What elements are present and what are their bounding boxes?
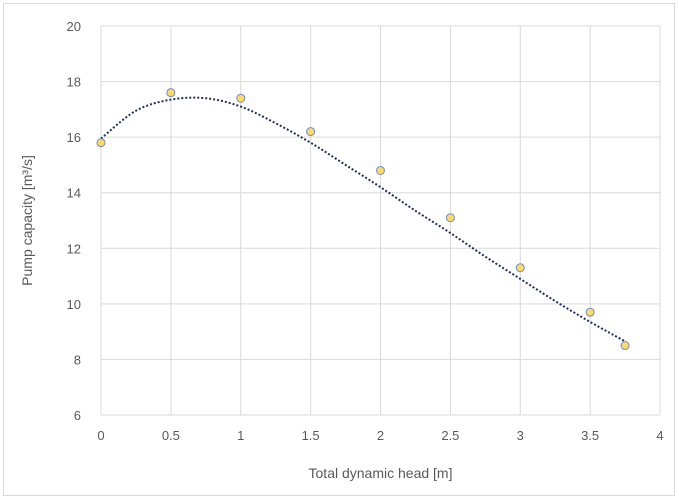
y-tick-label: 8 [74, 352, 81, 367]
x-tick-label: 1 [237, 428, 244, 443]
x-tick-label: 0 [97, 428, 104, 443]
y-tick-label: 14 [67, 186, 81, 201]
data-point [166, 88, 176, 98]
gridlines [100, 25, 661, 416]
data-point [306, 127, 316, 137]
y-tick-label: 18 [67, 75, 81, 90]
data-point [585, 307, 595, 317]
x-tick-label: 4 [656, 428, 663, 443]
y-axis-ticks: 6 8 10 12 14 16 18 20 [67, 19, 81, 423]
x-tick-label: 1.5 [302, 428, 320, 443]
x-tick-label: 2.5 [441, 428, 459, 443]
data-points [96, 88, 630, 351]
chart-canvas: 0 0.5 1 1.5 2 2.5 3 3.5 4 6 8 10 12 14 16 18 20 Total d… [19, 19, 664, 481]
data-point [236, 93, 246, 103]
chart-frame: 0 0.5 1 1.5 2 2.5 3 3.5 4 6 8 10 12 14 16 18 20 Total d… [3, 3, 675, 496]
y-tick-label: 16 [67, 130, 81, 145]
data-point [445, 213, 455, 223]
data-point [515, 263, 525, 273]
data-point [620, 341, 630, 351]
x-tick-label: 3 [517, 428, 524, 443]
x-tick-label: 2 [377, 428, 384, 443]
data-point [96, 138, 106, 148]
x-tick-label: 0.5 [162, 428, 180, 443]
x-axis-ticks: 0 0.5 1 1.5 2 2.5 3 3.5 4 [97, 428, 663, 443]
trendline [100, 96, 626, 343]
y-axis-title: Pump capacity [m³/s] [19, 155, 35, 286]
x-axis-title: Total dynamic head [m] [309, 465, 453, 481]
data-point [376, 165, 385, 175]
y-tick-label: 10 [67, 297, 81, 312]
y-tick-label: 12 [67, 241, 81, 256]
y-tick-label: 6 [74, 408, 81, 423]
y-tick-label: 20 [67, 19, 81, 34]
x-tick-label: 3.5 [581, 428, 599, 443]
